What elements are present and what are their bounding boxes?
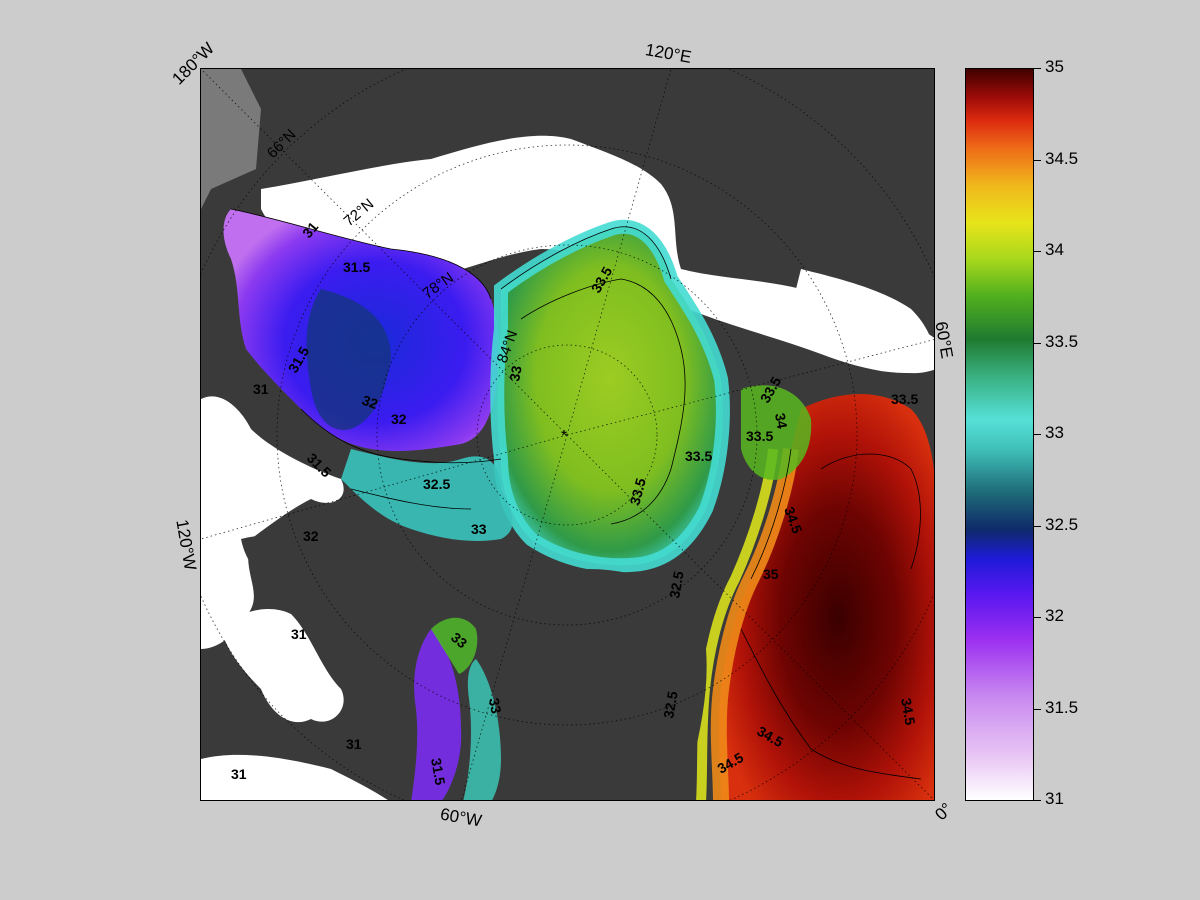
contour-label: 31 — [346, 736, 362, 752]
contour-label: 31 — [253, 381, 269, 397]
colorbar-tick — [1034, 708, 1041, 710]
colorbar-tick — [1034, 434, 1041, 435]
contour-label: 34.5 — [898, 697, 919, 727]
contour-label: 33 — [471, 521, 487, 537]
contour-line — [500, 226, 672, 290]
contour-line — [520, 278, 686, 525]
colorbar-tick-label: 33.5 — [1045, 331, 1079, 351]
transition-band — [341, 449, 513, 541]
contour-label: 32.5 — [666, 570, 687, 600]
ice-mask-lower-left — [221, 609, 344, 723]
graticule-circle — [276, 144, 858, 726]
contour-line — [300, 408, 502, 464]
greenland-land — [499, 569, 707, 800]
contour-label: 33 — [486, 697, 504, 715]
contour-label: 34 — [772, 412, 790, 430]
baffin-purple — [411, 629, 462, 800]
graticule-meridian — [566, 69, 672, 436]
colorbar-tick-label: 33 — [1045, 423, 1064, 442]
colorbar-tick — [1034, 617, 1041, 618]
contour-label: 32 — [360, 392, 380, 412]
colorbar-tick — [1034, 68, 1041, 69]
colorbar-tick — [1034, 525, 1041, 527]
contour-line — [820, 453, 921, 570]
contours — [230, 208, 922, 780]
contour-label: 33 — [506, 364, 524, 382]
contour-label: 31.5 — [428, 757, 449, 787]
contour-label: 33.5 — [746, 428, 773, 444]
colorbar-tick — [1034, 251, 1041, 252]
colorbar-tick — [1034, 342, 1041, 344]
contour-label: 32.5 — [423, 476, 450, 492]
contour-label: 33.5 — [891, 391, 918, 407]
salinity-map: 66°N 72°N 78°N 84°N 31 31.5 31 32 32 32.… — [201, 69, 934, 800]
graticule-circle — [376, 244, 758, 626]
contour-label: 32.5 — [660, 690, 681, 720]
edge-label-120w: 120°W — [172, 518, 200, 572]
contour-label: 32 — [303, 528, 319, 544]
atlantic-front-yellow — [696, 448, 778, 800]
colorbar-tick-label: 31.5 — [1045, 697, 1079, 717]
colorbar-tick-label: 32.5 — [1045, 514, 1079, 534]
canadian-archipelago-land — [241, 534, 362, 604]
contour-line — [230, 208, 492, 300]
graticule — [201, 69, 934, 800]
colorbar-tick-label: 34.5 — [1045, 148, 1079, 168]
atlantic-high-salinity — [718, 394, 934, 800]
graticule-meridian — [566, 339, 934, 436]
colorbar-tick — [1034, 800, 1041, 801]
contour-label: 32 — [391, 411, 407, 427]
contour-label: 31 — [231, 766, 247, 782]
contour-label: 33.5 — [626, 476, 649, 507]
barents-green — [741, 385, 812, 480]
edge-label-120e: 120°E — [643, 40, 693, 67]
contour-label: 31.5 — [343, 259, 370, 275]
graticule-meridian — [461, 434, 568, 800]
graticule-meridian — [201, 69, 568, 436]
colorbar — [965, 68, 1034, 801]
ice-mask-bottom-left — [201, 754, 388, 800]
contour-line — [350, 488, 472, 510]
map-plot-area: 66°N 72°N 78°N 84°N 31 31.5 31 32 32 32.… — [200, 68, 935, 801]
beaufort-deep-blue — [306, 289, 391, 430]
edge-label-0: 0° — [931, 799, 957, 825]
baffin-green — [431, 617, 478, 674]
ice-mask-right — [791, 269, 934, 374]
edge-label-60w: 60°W — [438, 804, 484, 831]
colorbar-tick-label: 34 — [1045, 240, 1064, 259]
contour-label: 35 — [763, 566, 779, 582]
contour-label: 31 — [291, 626, 307, 642]
graticule-circle — [476, 344, 658, 526]
contour-line — [750, 448, 792, 580]
graticule-meridian — [201, 434, 568, 540]
colorbar-tick — [1034, 159, 1041, 161]
colorbar-tick-label: 35 — [1045, 57, 1064, 76]
contour-label: 33.5 — [685, 448, 712, 464]
colorbar-tick-label: 32 — [1045, 606, 1064, 625]
colorbar-tick-label: 31 — [1045, 789, 1064, 808]
land-gray-patch — [201, 69, 261, 209]
ice-mask-left — [201, 396, 344, 649]
contour-line — [740, 628, 922, 780]
graticule-meridian — [566, 434, 934, 800]
north-pole-marker: * — [561, 428, 567, 445]
